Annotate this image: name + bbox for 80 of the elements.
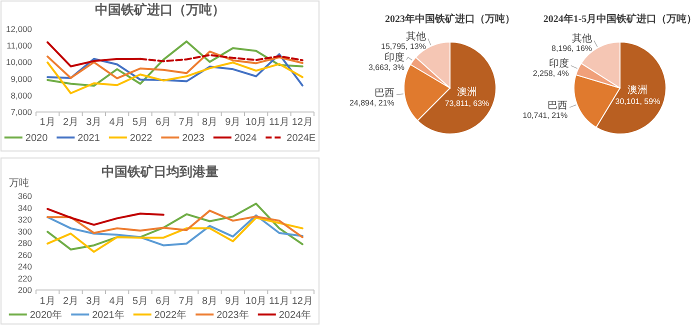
legend-label: 2020	[25, 133, 48, 144]
slice-label: 巴西	[548, 100, 568, 112]
line-series	[46, 202, 304, 250]
x-tick-label: 10月	[246, 296, 267, 307]
x-tick-label: 6月	[156, 117, 172, 128]
line-series	[46, 208, 164, 226]
x-tick-label: 12月	[292, 117, 313, 128]
line-series	[46, 50, 304, 80]
data-label: 73,811, 63%	[444, 99, 490, 108]
data-label: 8,196, 16%	[552, 44, 592, 54]
y-tick-label: 260	[18, 250, 32, 260]
y-tick-label: 320	[18, 214, 32, 224]
y-tick-label: 280	[18, 238, 32, 248]
x-tick-label: 8月	[202, 117, 218, 128]
x-tick-label: 7月	[178, 296, 194, 307]
x-tick-label: 9月	[225, 296, 241, 307]
legend-label: 2023	[182, 133, 205, 144]
line-series	[46, 62, 304, 94]
x-tick-label: 2月	[62, 117, 79, 128]
y-tick-label: 7,000	[10, 107, 32, 117]
y-tick-label: 300	[18, 226, 32, 236]
slice-label: 澳洲	[457, 86, 478, 98]
legend-label: 2024年	[278, 309, 312, 321]
y-tick-label: 360	[18, 191, 32, 201]
y-tick-label: 200	[18, 285, 32, 295]
slice-label: 澳洲	[628, 84, 648, 96]
legend-label: 2022	[130, 133, 153, 144]
x-tick-label: 3月	[86, 117, 102, 128]
x-tick-label: 7月	[178, 117, 194, 128]
x-tick-label: 3月	[86, 296, 102, 307]
slice-label: 其他	[572, 32, 592, 45]
data-label: 10,741, 21%	[522, 110, 568, 120]
line-series	[46, 214, 304, 246]
x-tick-label: 1月	[40, 296, 56, 307]
line-series	[46, 40, 304, 87]
legend-label: 2024	[234, 133, 258, 144]
x-tick-label: 1月	[40, 117, 56, 128]
y-tick-label: 12,000	[6, 24, 32, 34]
x-tick-label: 4月	[109, 117, 125, 128]
y-tick-label: 220	[18, 273, 32, 284]
legend-label: 2021年	[92, 309, 124, 321]
data-label: 15,795, 13%	[381, 42, 426, 52]
y-tick-label: 11,000	[6, 40, 32, 51]
y-axis-title: 万吨	[9, 177, 29, 189]
y-tick-label: 340	[18, 202, 32, 213]
slice-label: 印度	[548, 58, 569, 70]
x-tick-label: 5月	[132, 296, 148, 307]
chart-title: 中国铁矿日均到港量	[102, 164, 218, 179]
slice-label: 其他	[406, 30, 426, 43]
line-series	[46, 210, 304, 238]
legend-label: 2023年	[216, 309, 249, 321]
y-tick-label: 240	[18, 262, 32, 272]
x-tick-label: 4月	[109, 296, 125, 307]
data-label: 2,258, 4%	[532, 69, 569, 78]
x-tick-label: 8月	[202, 296, 218, 307]
slice-label: 巴西	[374, 88, 394, 99]
y-tick-label: 8,000	[10, 90, 32, 100]
x-tick-label: 12月	[292, 296, 313, 307]
x-tick-label: 11月	[269, 117, 290, 128]
y-tick-label: 9,000	[10, 74, 32, 84]
data-label: 24,894, 21%	[349, 98, 394, 108]
line-series	[46, 53, 304, 86]
x-tick-label: 6月	[156, 296, 172, 307]
x-tick-label: 5月	[132, 117, 148, 128]
y-tick-label: 10,000	[6, 57, 32, 68]
line-series	[46, 216, 304, 253]
legend-label: 2021	[78, 133, 100, 144]
data-label: 30,101, 59%	[615, 96, 660, 106]
chart-title: 中国铁矿进口（万吨）	[95, 2, 225, 17]
legend-label: 2022年	[154, 309, 187, 321]
legend-label: 2020年	[30, 309, 62, 321]
data-label: 3,663, 3%	[368, 63, 404, 72]
x-tick-label: 9月	[225, 117, 241, 128]
chart-title: 2024年1-5月中国铁矿进口（万吨）	[543, 13, 697, 25]
x-tick-label: 10月	[246, 117, 267, 128]
x-tick-label: 11月	[269, 296, 290, 307]
x-tick-label: 2月	[62, 296, 79, 307]
chart-title: 2023年中国铁矿进口（万吨）	[385, 13, 515, 25]
legend-label: 2024E	[286, 133, 316, 144]
slice-label: 印度	[384, 52, 404, 64]
